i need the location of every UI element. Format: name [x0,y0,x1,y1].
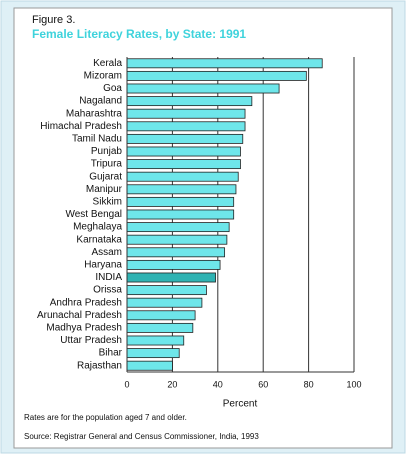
bar [126,285,207,296]
bar [126,259,221,270]
y-tick-label: Himachal Pradesh [40,121,122,132]
y-tick-label: Punjab [91,146,123,157]
note: Rates are for the population aged 7 and … [24,413,187,422]
bar [126,184,237,195]
y-tick-label: Goa [103,83,122,94]
x-axis-label: Percent [223,399,258,410]
chart-subtitle: Female Literacy Rates, by State: 1991 [32,27,246,41]
y-tick-label: Nagaland [79,96,122,107]
y-tick-label: Orissa [93,285,122,296]
bar [126,70,307,81]
x-tick-label: 40 [213,379,223,389]
bar [126,171,239,182]
bar [126,234,228,245]
bar [126,58,323,69]
bar [126,209,235,220]
y-tick-label: Kerala [93,58,122,69]
bar [126,121,246,132]
y-tick-label: Bihar [99,348,123,359]
y-tick-label: Gujarat [89,171,122,182]
bar [126,247,226,258]
bar [126,348,180,359]
y-tick-label: Sikkim [93,197,122,208]
x-tick-label: 80 [304,379,314,389]
y-tick-label: INDIA [95,272,122,283]
y-tick-label: Arunachal Pradesh [37,310,122,321]
bar [126,96,253,107]
y-tick-label: Madhya Pradesh [46,323,122,334]
y-tick-label: Manipur [86,184,123,195]
x-tick-label: 100 [346,379,361,389]
bar [126,222,230,233]
y-tick-label: Andhra Pradesh [50,297,122,308]
y-tick-label: Karnataka [76,234,122,245]
bar [126,196,235,207]
y-tick-label: Maharashtra [66,108,123,119]
bar [126,159,241,170]
x-tick-label: 0 [124,379,129,389]
bar [126,272,216,283]
y-tick-label: Mizoram [84,71,122,82]
chart-title: Figure 3. [32,14,75,26]
y-tick-label: West Bengal [65,209,122,220]
y-tick-label: Tamil Nadu [72,134,122,145]
bar [126,133,244,144]
y-tick-label: Rajasthan [77,360,122,371]
y-tick-label: Tripura [91,159,123,170]
bar [126,360,173,371]
y-tick-label: Uttar Pradesh [60,335,122,346]
bar [126,322,194,333]
y-tick-label: Haryana [84,260,122,271]
bar [126,108,246,119]
y-tick-label: Meghalaya [73,222,122,233]
bar [126,146,241,157]
y-tick-label: Assam [91,247,122,258]
bar [126,310,196,321]
x-tick-label: 60 [258,379,268,389]
note: Source: Registrar General and Census Com… [24,432,259,441]
bar [126,83,280,94]
x-tick-label: 20 [167,379,177,389]
bar [126,335,185,346]
bar [126,297,203,308]
